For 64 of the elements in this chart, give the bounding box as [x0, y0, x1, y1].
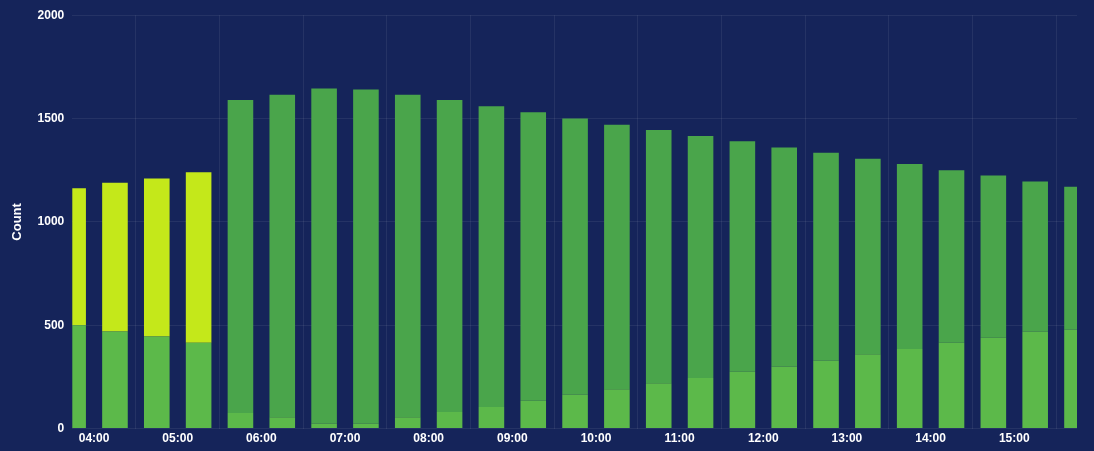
bar — [143, 178, 170, 337]
x-tick-label: 08:00 — [413, 431, 445, 446]
bar — [687, 377, 714, 429]
y-axis-title: Count — [9, 202, 25, 241]
x-tick-label: 14:00 — [915, 431, 947, 446]
bar — [562, 394, 588, 429]
bar — [311, 88, 337, 424]
bar — [604, 389, 630, 429]
bar — [729, 141, 756, 372]
bar — [436, 412, 463, 429]
bar — [394, 94, 421, 418]
x-tick-label: 09:00 — [496, 431, 528, 446]
bar — [436, 99, 463, 413]
bar — [520, 400, 547, 429]
bar — [185, 172, 212, 343]
x-tick-label: 12:00 — [747, 431, 779, 446]
x-tick-label: 10:00 — [580, 431, 612, 446]
bar — [185, 342, 212, 429]
bar — [938, 342, 965, 429]
bar — [980, 175, 1007, 338]
bar — [687, 136, 714, 378]
bar — [102, 182, 128, 332]
bar — [143, 336, 170, 429]
bar — [311, 423, 337, 429]
y-tick-label: 2000 — [37, 7, 65, 22]
x-tick-label: 13:00 — [831, 431, 863, 446]
y-tick-label: 1000 — [37, 214, 65, 229]
x-tick-label: 04:00 — [78, 431, 110, 446]
bar — [562, 118, 588, 395]
bar — [645, 383, 672, 429]
bar — [896, 349, 923, 429]
y-tick-label: 1500 — [37, 110, 65, 125]
bar — [855, 354, 881, 429]
bar — [813, 360, 839, 429]
bar — [813, 152, 839, 361]
bar — [394, 417, 421, 429]
x-tick-label: 15:00 — [998, 431, 1030, 446]
bar — [227, 413, 254, 429]
y-tick-label: 500 — [44, 317, 65, 332]
bar — [980, 337, 1007, 429]
bar — [102, 331, 128, 429]
bar — [353, 89, 379, 424]
x-tick-label: 07:00 — [329, 431, 361, 446]
bar — [520, 112, 547, 401]
bar — [771, 147, 797, 367]
x-tick-label: 11:00 — [664, 431, 695, 446]
bar — [269, 94, 296, 418]
bar — [1022, 181, 1048, 332]
bar — [604, 124, 630, 390]
y-tick-label: 0 — [57, 420, 65, 435]
bar — [353, 423, 379, 429]
bar — [729, 371, 756, 429]
bar — [771, 366, 797, 429]
bar — [478, 106, 505, 407]
bar — [938, 170, 965, 343]
bar — [1022, 331, 1048, 429]
bar — [645, 129, 672, 384]
bar — [478, 406, 505, 429]
bar — [269, 417, 296, 429]
bar — [227, 99, 254, 414]
bar — [855, 158, 881, 355]
x-tick-label: 06:00 — [246, 431, 278, 446]
bar — [896, 164, 923, 350]
x-tick-label: 05:00 — [162, 431, 194, 446]
